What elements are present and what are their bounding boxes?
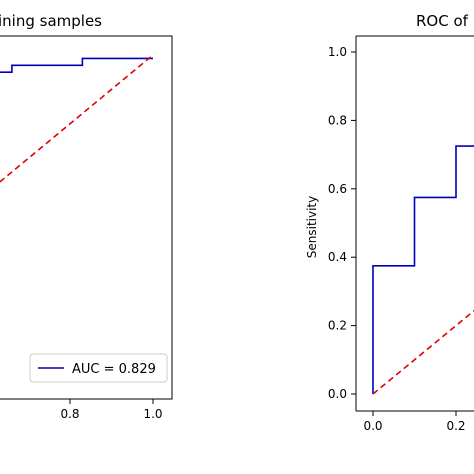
y-tick-label: 0.2 xyxy=(328,319,347,333)
y-axis-label: Sensitivity xyxy=(305,196,319,258)
chance-diagonal-line xyxy=(0,54,154,183)
chart-panel-training: ining samples 0.8 1.0 AUC = 0.829 xyxy=(0,12,173,421)
chance-diagonal-line xyxy=(372,309,474,395)
chart-panel-roc: ROC of Sensitivity 0.0 0.2 0.4 0.6 0.8 1.0 0.… xyxy=(305,12,474,433)
x-tick-label: 0.0 xyxy=(363,419,382,433)
roc-curve-line xyxy=(0,57,153,73)
legend-label: AUC = 0.829 xyxy=(72,362,156,377)
y-tick-label: 0.0 xyxy=(328,387,347,401)
x-tick-label: 0.8 xyxy=(60,407,79,421)
y-tick-label: 0.4 xyxy=(328,250,347,264)
y-tick-label: 0.6 xyxy=(328,182,347,196)
x-tick-label: 1.0 xyxy=(143,407,162,421)
x-axis-ticks: 0.0 0.2 xyxy=(363,411,466,433)
y-tick-label: 0.8 xyxy=(328,113,347,127)
chart-title: ining samples xyxy=(0,12,102,30)
axes-frame xyxy=(0,35,173,400)
y-axis-ticks: 0.0 0.2 0.4 0.6 0.8 1.0 xyxy=(328,45,356,401)
roc-curve-line xyxy=(372,145,474,394)
y-tick-label: 1.0 xyxy=(328,45,347,59)
x-axis-ticks: 0.8 1.0 xyxy=(60,399,163,421)
legend: AUC = 0.829 xyxy=(29,353,168,383)
legend-box xyxy=(29,353,168,383)
chart-title: ROC of xyxy=(416,12,469,30)
plot-area xyxy=(372,145,474,395)
x-tick-label: 0.2 xyxy=(446,419,465,433)
plot-area xyxy=(0,54,154,183)
